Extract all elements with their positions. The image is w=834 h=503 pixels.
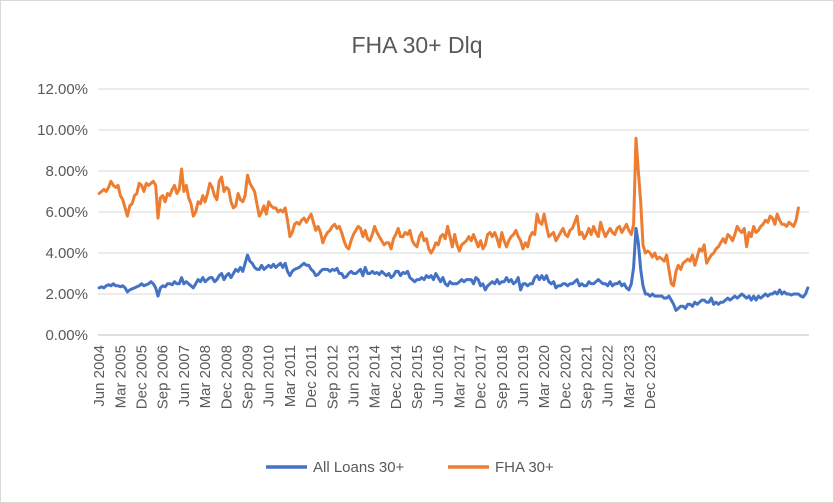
series-lines <box>97 136 810 312</box>
x-axis-ticks: Jun 2004 Mar 2005 Dec 2005 Sep 2006 Jun 2007… <box>91 345 659 409</box>
y-tick-label: 12.00% <box>37 81 88 98</box>
x-tick-label: Sep 2021 <box>579 345 596 409</box>
y-tick-label: 8.00% <box>45 163 88 180</box>
y-axis-ticks: 0.00% 2.00% 4.00% 6.00% 8.00% 10.00% 12.00% <box>37 81 88 344</box>
x-tick-label: Dec 2014 <box>388 345 405 409</box>
y-tick-label: 4.00% <box>45 245 88 262</box>
x-tick-label: Jun 2004 <box>91 345 108 407</box>
x-tick-label: Sep 2015 <box>409 345 426 409</box>
x-tick-label: Jun 2010 <box>261 345 278 407</box>
y-tick-label: 0.00% <box>45 327 88 344</box>
x-tick-label: Dec 2008 <box>218 345 235 409</box>
legend: All Loans 30+ FHA 30+ <box>266 459 554 476</box>
x-tick-label: Dec 2017 <box>473 345 490 409</box>
legend-label: FHA 30+ <box>495 459 554 476</box>
x-tick-label: Mar 2008 <box>197 345 214 408</box>
series-line-all-loans <box>97 226 810 312</box>
x-tick-label: Jun 2007 <box>176 345 193 407</box>
x-tick-label: Sep 2009 <box>239 345 256 409</box>
x-tick-label: Jun 2022 <box>600 345 617 407</box>
series-line-fha <box>97 136 800 288</box>
y-tick-label: 6.00% <box>45 204 88 221</box>
x-tick-label: Jun 2019 <box>515 345 532 407</box>
x-tick-label: Jun 2013 <box>345 345 362 407</box>
y-tick-label: 10.00% <box>37 122 88 139</box>
x-tick-label: Mar 2017 <box>451 345 468 408</box>
x-tick-label: Dec 2005 <box>134 345 151 409</box>
x-tick-label: Mar 2005 <box>112 345 129 408</box>
chart-title: FHA 30+ Dlq <box>351 32 482 58</box>
x-tick-label: Sep 2012 <box>324 345 341 409</box>
x-tick-label: Sep 2018 <box>494 345 511 409</box>
x-tick-label: Dec 2011 <box>303 345 320 408</box>
x-tick-label: Mar 2023 <box>621 345 638 408</box>
legend-label: All Loans 30+ <box>313 459 405 476</box>
x-tick-label: Mar 2014 <box>367 345 384 408</box>
x-tick-label: Jun 2016 <box>430 345 447 407</box>
gridlines <box>98 88 809 336</box>
x-tick-label: Sep 2006 <box>155 345 172 409</box>
x-tick-label: Dec 2023 <box>642 345 659 409</box>
x-tick-label: Mar 2020 <box>536 345 553 408</box>
x-tick-label: Dec 2020 <box>557 345 574 409</box>
x-tick-label: Mar 2011 <box>282 345 299 407</box>
y-tick-label: 2.00% <box>45 286 88 303</box>
